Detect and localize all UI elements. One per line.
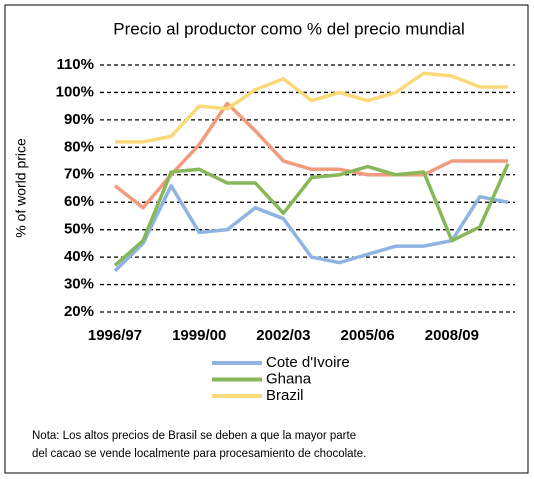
y-tick-label: 90%: [64, 111, 94, 128]
note: del cacao se vende localmente para proce…: [32, 448, 366, 460]
y-tick-label: 50%: [64, 221, 94, 238]
y-tick-label: 30%: [64, 276, 94, 293]
series-line: [113, 101, 508, 210]
legend-label: Ghana: [266, 370, 312, 387]
y-tick-label: 100%: [56, 83, 94, 100]
frame: [4, 4, 529, 474]
note: Nota: Los altos precios de Brasil se deb…: [32, 430, 356, 442]
series-line: [113, 163, 510, 267]
y-tick-label: 60%: [64, 193, 94, 210]
y-tick-label: 80%: [64, 138, 94, 155]
y-tick-label: 70%: [64, 166, 94, 183]
x-tick-label: 2002/03: [256, 327, 310, 344]
y-tick-label: 20%: [64, 303, 94, 320]
y-axis-label: % of world price: [13, 138, 29, 238]
legend-label: Cote d'Ivoire: [266, 354, 350, 371]
chart-title: Precio al productor como % del precio mu…: [113, 19, 465, 38]
x-tick-label: 1996/97: [88, 327, 142, 344]
y-tick-label: 40%: [64, 248, 94, 265]
x-tick-label: 1999/00: [172, 327, 226, 344]
legend-label: Brazil: [266, 387, 304, 404]
x-tick-label: 2008/09: [425, 327, 479, 344]
series-line: [113, 184, 509, 273]
y-tick-label: 110%: [56, 56, 94, 73]
series-line: [115, 71, 508, 144]
x-tick-label: 2005/06: [341, 327, 395, 344]
